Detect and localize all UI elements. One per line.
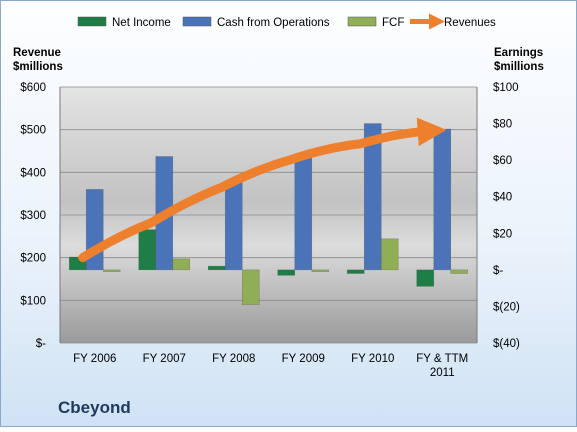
left-tick-label: $200: [20, 253, 46, 265]
bar-cash-from-operations: [224, 181, 243, 271]
left-tick-label: $100: [20, 295, 46, 307]
category-label: FY & TTM: [416, 353, 468, 365]
bar-fcf: [102, 269, 121, 272]
left-tick-label: $-: [36, 338, 46, 350]
chart-title: Cbeyond: [58, 398, 131, 417]
left-tick-label: $400: [20, 167, 46, 179]
right-tick-label: $100: [493, 82, 519, 94]
legend-swatch: [77, 16, 107, 27]
legend-swatch: [182, 16, 212, 27]
right-tick-label: $(20): [493, 301, 520, 313]
bar-fcf: [450, 269, 469, 274]
legend-label: Cash from Operations: [217, 17, 330, 29]
category-label: 2011: [430, 367, 455, 379]
bar-net-income: [207, 265, 226, 271]
left-tick-label: $600: [20, 82, 46, 94]
right-tick-label: $60: [493, 155, 512, 167]
bar-net-income: [346, 269, 365, 274]
bar-fcf: [380, 238, 399, 271]
legend-swatch: [347, 16, 377, 27]
right-axis-title: Earnings: [494, 47, 543, 59]
left-axis-title: Revenue: [13, 47, 61, 59]
category-label: FY 2007: [143, 353, 186, 365]
bar-fcf: [311, 269, 330, 272]
left-tick-label: $300: [20, 210, 46, 222]
bar-net-income: [138, 229, 157, 271]
right-tick-label: $(40): [493, 338, 520, 350]
bar-cash-from-operations: [294, 156, 313, 271]
legend-label: Net Income: [112, 17, 171, 29]
right-tick-label: $20: [493, 228, 512, 240]
category-label: FY 2010: [351, 353, 394, 365]
bar-net-income: [416, 269, 435, 287]
bar-net-income: [277, 269, 296, 276]
bar-fcf: [241, 269, 260, 305]
category-label: FY 2009: [282, 353, 325, 365]
bar-cash-from-operations: [363, 123, 382, 271]
right-tick-label: $80: [493, 119, 512, 131]
category-label: FY 2006: [73, 353, 116, 365]
left-tick-label: $500: [20, 125, 46, 137]
right-tick-label: $40: [493, 192, 512, 204]
bar-fcf: [172, 258, 191, 271]
revenues-line: [78, 117, 447, 263]
right-axis-title: $millions: [494, 61, 544, 73]
category-label: FY 2008: [212, 353, 255, 365]
bar-cash-from-operations: [433, 128, 452, 271]
legend-label: FCF: [382, 17, 404, 29]
legend-label: Revenues: [444, 17, 496, 29]
left-axis-title: $millions: [13, 61, 63, 73]
right-tick-label: $-: [493, 265, 503, 277]
